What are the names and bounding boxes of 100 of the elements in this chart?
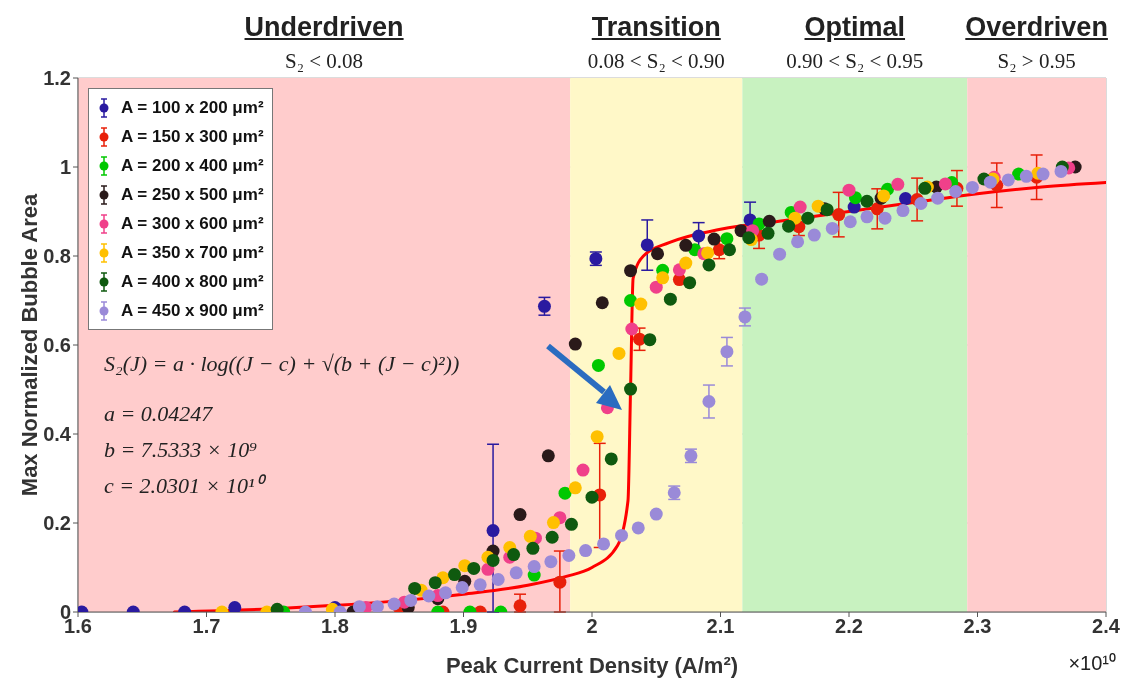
point — [825, 221, 839, 235]
band-label: Overdriven — [964, 12, 1109, 43]
point — [486, 553, 500, 567]
point — [656, 271, 670, 285]
point — [843, 215, 857, 229]
point — [1036, 167, 1050, 181]
point — [1001, 173, 1015, 187]
x-tick-label: 2.1 — [706, 615, 735, 638]
y-tick-label: 1.2 — [43, 67, 71, 90]
point — [899, 192, 913, 206]
point — [591, 358, 605, 372]
point — [387, 597, 401, 611]
point — [634, 297, 648, 311]
point — [568, 481, 582, 495]
text: S₂ > 0.95 — [996, 49, 1077, 74]
point — [585, 490, 599, 504]
point — [807, 228, 821, 242]
point — [702, 258, 716, 272]
annotation: a = 0.04247 — [104, 400, 214, 428]
point — [624, 294, 638, 307]
point — [878, 211, 892, 225]
point — [832, 208, 846, 222]
point — [773, 247, 787, 261]
annotation: S₂(J) = a · log((J − c) + √(b + (J − c)²)) — [104, 350, 460, 378]
point — [568, 337, 582, 351]
legend-label: A = 150 x 300 μm² — [121, 126, 264, 147]
annotation: b = 7.5333 × 10⁹ — [104, 436, 258, 464]
legend-label: A = 350 x 700 μm² — [121, 242, 264, 263]
point — [679, 238, 693, 252]
point — [473, 578, 487, 592]
point — [562, 548, 576, 562]
legend-label: A = 400 x 800 μm² — [121, 271, 264, 292]
point — [513, 508, 527, 522]
point — [870, 202, 884, 216]
point — [860, 194, 874, 208]
point — [782, 219, 796, 233]
point — [352, 600, 366, 612]
point — [624, 264, 638, 278]
point — [404, 593, 418, 607]
point — [527, 560, 541, 574]
point — [896, 204, 910, 218]
point — [683, 276, 697, 290]
point — [914, 196, 928, 210]
point — [544, 555, 558, 569]
point — [649, 280, 663, 294]
point — [545, 530, 559, 544]
text: 0.08 < S₂ < 0.90 — [586, 49, 726, 74]
point — [370, 600, 384, 612]
point — [631, 521, 645, 535]
point — [649, 507, 663, 521]
point — [692, 229, 706, 243]
point — [553, 575, 567, 589]
legend-label: A = 250 x 500 μm² — [121, 184, 264, 205]
point — [590, 430, 604, 444]
point — [1019, 169, 1033, 183]
point — [791, 235, 805, 249]
point — [842, 183, 856, 197]
point — [938, 177, 952, 191]
point — [615, 528, 629, 542]
point — [422, 589, 436, 603]
x-tick-label: 1.8 — [321, 615, 349, 638]
point — [228, 601, 242, 612]
y-tick-label: 0.6 — [43, 334, 71, 357]
point — [755, 272, 769, 286]
point — [625, 322, 639, 336]
point — [541, 449, 555, 463]
point — [931, 191, 945, 205]
legend-label: A = 450 x 900 μm² — [121, 300, 264, 321]
point — [679, 256, 693, 270]
point — [612, 346, 626, 360]
point — [723, 243, 736, 257]
point — [428, 576, 442, 590]
point — [448, 568, 462, 582]
point — [1054, 164, 1068, 178]
legend-label: A = 300 x 600 μm² — [121, 213, 264, 234]
y-tick-label: 0.8 — [43, 245, 71, 268]
point — [595, 296, 609, 310]
point — [701, 246, 715, 260]
point — [707, 232, 721, 246]
point — [546, 516, 560, 530]
point — [604, 452, 618, 466]
point — [702, 395, 716, 409]
x-axis-title: Peak Current Density (A/m²) — [445, 653, 739, 678]
x-tick-label: 1.7 — [192, 615, 221, 638]
point — [720, 345, 734, 359]
point — [509, 566, 523, 580]
x-tick-label: 2.3 — [963, 615, 992, 638]
y-tick-label: 0.4 — [43, 423, 72, 446]
point — [408, 581, 422, 595]
point — [526, 541, 540, 555]
x-tick-label: 2.2 — [835, 615, 863, 638]
band-label: Underdriven — [243, 12, 405, 43]
legend-label: A = 100 x 200 μm² — [121, 97, 264, 118]
point — [651, 247, 665, 261]
band-label: Transition — [590, 12, 722, 43]
point — [491, 573, 505, 587]
x-tick-label: 1.9 — [449, 615, 478, 638]
point — [663, 292, 677, 306]
band-label: Optimal — [803, 12, 907, 43]
y-tick-label: 0.2 — [43, 512, 71, 535]
